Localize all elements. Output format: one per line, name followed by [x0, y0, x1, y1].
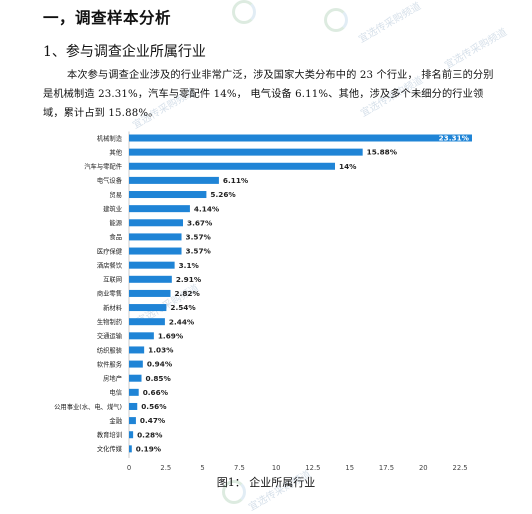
x-tick-label: 5: [200, 464, 204, 472]
y-tick-label: 房地产: [103, 374, 122, 383]
data-label: 14%: [339, 162, 357, 171]
x-tick-label: 2.5: [160, 464, 171, 472]
watermark-logo: [232, 0, 256, 24]
y-tick-label: 软件服务: [97, 359, 123, 368]
y-tick-label: 文化传媒: [97, 444, 123, 453]
paragraph-text: 本次参与调查企业涉及的行业非常广泛，涉及国家大类分布中的 23 个行业， 排名前…: [43, 70, 494, 119]
bar: [129, 318, 165, 326]
bar: [129, 417, 136, 425]
y-tick-label: 汽车与零配件: [84, 162, 122, 171]
data-label: 4.14%: [194, 204, 220, 213]
bar: [129, 261, 175, 269]
y-tick-label: 电气设备: [97, 176, 123, 185]
x-tick-label: 10: [272, 464, 281, 472]
industry-bar-chart: 机械制造 23.31% 其他 15.88% 汽车与零配件 14% 电气设备 6.11% 贸易 5.…: [54, 131, 472, 472]
y-tick-label: 新材料: [103, 303, 123, 312]
bar: [129, 162, 336, 170]
bar: [129, 388, 139, 396]
data-label: 1.03%: [148, 346, 174, 355]
y-tick-label: 电信: [109, 388, 122, 397]
x-tick-label: 12.5: [305, 464, 320, 472]
bar: [129, 191, 207, 199]
data-label: 3.1%: [179, 261, 200, 270]
y-tick-label: 医疗保健: [97, 246, 123, 255]
bar: [129, 431, 134, 439]
bar: [129, 445, 132, 453]
x-tick-label: 0: [127, 464, 131, 472]
y-tick-label: 交通运输: [97, 331, 123, 340]
bar: [129, 374, 142, 382]
y-tick-label: 金融: [109, 416, 122, 425]
x-tick-label: 17.5: [379, 464, 394, 472]
x-tick-label: 7.5: [234, 464, 245, 472]
data-label: 0.85%: [146, 374, 172, 383]
data-label: 0.66%: [143, 388, 169, 397]
bar: [129, 360, 143, 368]
data-label: 0.28%: [137, 430, 163, 439]
watermark-logo: [324, 8, 348, 32]
data-label: 2.82%: [174, 289, 200, 298]
y-tick-label: 互联网: [103, 275, 122, 284]
bar: [129, 134, 472, 142]
data-label: 2.54%: [170, 303, 196, 312]
bar: [129, 289, 171, 297]
bar: [129, 205, 190, 213]
y-tick-label: 教育培训: [97, 430, 122, 439]
data-label: 1.69%: [158, 331, 184, 340]
data-label: 15.88%: [367, 148, 398, 157]
bar: [129, 233, 182, 241]
bar: [129, 275, 172, 283]
bar: [129, 332, 154, 340]
y-tick-label: 生物制药: [97, 317, 122, 326]
figure-caption: 图1： 企业所属行业: [216, 476, 316, 489]
bar: [129, 304, 167, 312]
bar: [129, 176, 219, 184]
data-label: 0.47%: [140, 416, 166, 425]
data-label: 0.94%: [147, 360, 173, 369]
data-label: 5.26%: [210, 190, 236, 199]
bar: [129, 402, 138, 410]
bar: [129, 219, 184, 227]
bar: [129, 148, 363, 156]
y-tick-label: 建筑业: [103, 204, 122, 213]
data-label: 2.91%: [176, 275, 202, 284]
x-tick-label: 22.5: [453, 464, 468, 472]
data-label: 2.44%: [169, 317, 195, 326]
bar: [129, 346, 145, 354]
x-tick-label: 20: [419, 464, 428, 472]
bar: [129, 247, 182, 255]
y-tick-label: 商业零售: [97, 289, 122, 298]
section-title: 一，调查样本分析: [43, 8, 172, 27]
y-tick-label: 机械制造: [97, 133, 123, 142]
body-paragraph: 本次参与调查企业涉及的行业非常广泛，涉及国家大类分布中的 23 个行业， 排名前…: [43, 66, 495, 123]
x-tick-label: 15: [345, 464, 354, 472]
y-tick-label: 能源: [109, 218, 122, 227]
data-label: 0.19%: [136, 444, 162, 453]
data-label: 0.56%: [141, 402, 167, 411]
y-tick-label: 纺织服装: [97, 345, 123, 354]
y-tick-label: 公用事业(水、电、煤气): [54, 402, 122, 411]
data-label: 3.57%: [186, 247, 212, 256]
subsection-title: 1、参与调查企业所属行业: [43, 44, 206, 60]
y-tick-label: 酒店餐饮: [97, 260, 123, 269]
y-tick-label: 食品: [109, 232, 122, 241]
data-label: 6.11%: [223, 176, 249, 185]
data-label: 3.57%: [186, 233, 212, 242]
y-tick-label: 贸易: [109, 190, 122, 199]
y-tick-label: 其他: [109, 147, 122, 156]
data-label: 23.31%: [439, 134, 470, 143]
data-label: 3.67%: [187, 218, 213, 227]
